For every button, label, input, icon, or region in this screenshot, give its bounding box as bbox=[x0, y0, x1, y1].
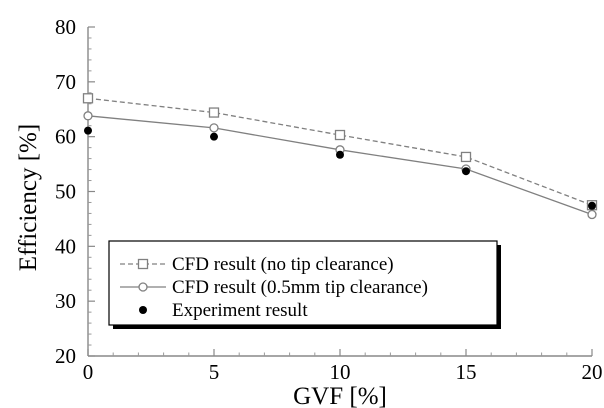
x-tick-label: 0 bbox=[83, 360, 94, 384]
series-no-tip-clearance-line bbox=[87, 97, 593, 206]
no-tip-clearance-point bbox=[208, 107, 220, 118]
y-tick-label: 60 bbox=[55, 125, 76, 149]
tip-clearance-point bbox=[209, 123, 219, 133]
x-tick-label: 10 bbox=[330, 360, 351, 384]
legend-marker-tip-clearance bbox=[138, 282, 148, 292]
y-tick-label: 70 bbox=[55, 70, 76, 94]
no-tip-clearance-point bbox=[460, 151, 472, 163]
tip-clearance-point bbox=[83, 111, 93, 121]
legend-marker-no-tip-clearance bbox=[137, 258, 149, 270]
x-tick-label: 20 bbox=[582, 360, 603, 384]
y-tick-label: 20 bbox=[55, 344, 76, 368]
experiment-point bbox=[588, 201, 596, 210]
legend-marker-experiment bbox=[139, 306, 147, 314]
no-tip-clearance-point bbox=[334, 129, 346, 141]
legend: CFD result (no tip clearance)CFD result … bbox=[108, 240, 501, 329]
y-tick-label: 80 bbox=[55, 15, 76, 39]
legend-label-experiment: Experiment result bbox=[172, 300, 308, 321]
x-axis-title: GVF [%] bbox=[293, 383, 387, 408]
legend-label-no-tip-clearance: CFD result (no tip clearance) bbox=[172, 254, 394, 275]
legend-box bbox=[108, 240, 498, 326]
y-tick-label: 50 bbox=[55, 180, 76, 204]
experiment-point bbox=[84, 126, 92, 135]
x-tick-label: 5 bbox=[209, 360, 220, 384]
experiment-point bbox=[462, 167, 470, 176]
no-tip-clearance-point bbox=[82, 93, 94, 104]
series-layer bbox=[82, 93, 598, 220]
experiment-point bbox=[336, 150, 344, 159]
y-tick-label: 30 bbox=[55, 289, 76, 313]
tip-clearance-point bbox=[587, 209, 597, 220]
experiment-point bbox=[210, 132, 218, 141]
axes: 20 30 40 50 60 70 80 0 5 10 15 20 GVF [%] Efficiency … bbox=[15, 15, 603, 408]
y-tick-label: 40 bbox=[55, 234, 76, 258]
legend-label-tip-clearance: CFD result (0.5mm tip clearance) bbox=[172, 277, 428, 298]
x-tick-label: 15 bbox=[456, 360, 477, 384]
y-axis-title: Efficiency [%] bbox=[15, 124, 42, 271]
